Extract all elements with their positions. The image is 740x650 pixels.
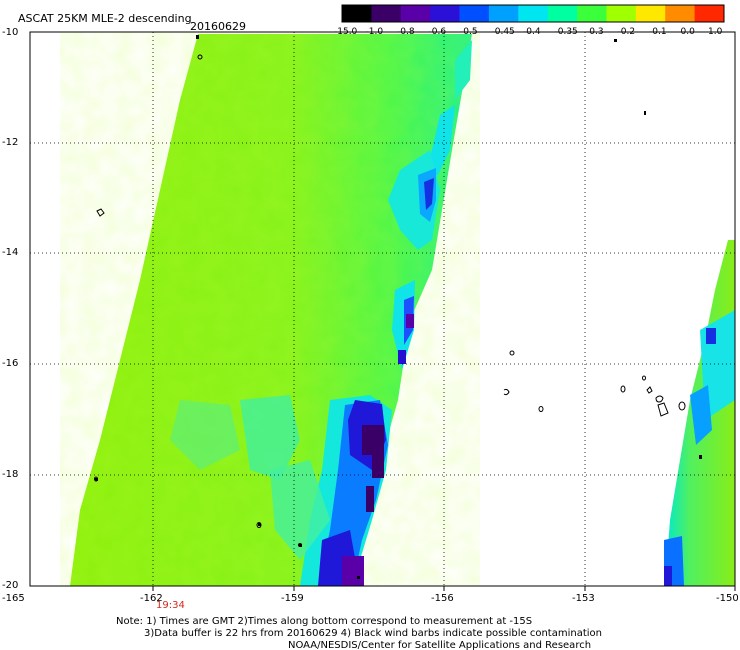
colorbar-swatch bbox=[518, 5, 549, 22]
lon-label: -162 bbox=[140, 593, 163, 604]
colorbar-label: -15.0 bbox=[334, 27, 358, 37]
swath-edge-cyan bbox=[455, 40, 472, 100]
colorbar-label: -0.5 bbox=[460, 27, 478, 37]
lat-label: -12 bbox=[2, 137, 19, 148]
colorbar-label: -0.6 bbox=[428, 27, 447, 37]
colorbar-swatch bbox=[694, 5, 725, 22]
colorbar-swatch bbox=[371, 5, 402, 22]
lon-label: -150 bbox=[716, 593, 739, 604]
colorbar-label: -0.45 bbox=[491, 27, 515, 37]
lon-label: -159 bbox=[281, 593, 304, 604]
lat-label: -16 bbox=[2, 358, 19, 369]
colorbar-label: -0.4 bbox=[523, 27, 541, 37]
wind-barbs bbox=[95, 35, 702, 579]
lon-label: -153 bbox=[572, 593, 595, 604]
note-line-3: NOAA/NESDIS/Center for Satellite Applica… bbox=[288, 640, 592, 650]
map-date: 20160629 bbox=[190, 20, 246, 33]
note-line-2: 3)Data buffer is 22 hrs from 20160629 4)… bbox=[144, 628, 602, 639]
colorbar-label: -0.35 bbox=[554, 27, 578, 37]
lon-label: -156 bbox=[431, 593, 454, 604]
colorbar-swatch bbox=[665, 5, 696, 22]
colorbar-swatch bbox=[606, 5, 637, 22]
lat-label: -18 bbox=[2, 469, 19, 480]
colorbar-swatch bbox=[400, 5, 431, 22]
lon-label: -165 bbox=[2, 593, 25, 604]
colorbar bbox=[342, 5, 725, 22]
lat-label: -20 bbox=[2, 580, 19, 591]
colorbar-swatch bbox=[547, 5, 578, 22]
island-outlines bbox=[94, 54, 686, 547]
colorbar-label: 1.0 bbox=[708, 27, 723, 37]
colorbar-swatch bbox=[342, 5, 372, 22]
grid-lines bbox=[30, 32, 735, 586]
map-title: ASCAT 25KM MLE-2 descending bbox=[18, 12, 192, 25]
colorbar-swatch bbox=[488, 5, 519, 22]
colorbar-swatch bbox=[430, 5, 461, 22]
colorbar-swatch bbox=[459, 5, 490, 22]
note-line-1: Note: 1) Times are GMT 2)Times along bot… bbox=[116, 616, 533, 627]
colorbar-label: -0.2 bbox=[617, 27, 636, 37]
colorbar-label: 0.0 bbox=[680, 27, 695, 37]
colorbar-label: -0.3 bbox=[586, 27, 604, 37]
colorbar-label: -0.1 bbox=[649, 27, 667, 37]
colorbar-swatch bbox=[635, 5, 666, 22]
colorbar-swatch bbox=[577, 5, 607, 22]
colorbar-label: -1.0 bbox=[365, 27, 384, 37]
lat-label: -14 bbox=[2, 247, 19, 258]
lat-label: -10 bbox=[2, 27, 19, 38]
colorbar-label: -0.8 bbox=[397, 27, 415, 37]
plot-frame bbox=[29, 31, 736, 587]
pass-time: 19:34 bbox=[156, 600, 185, 611]
